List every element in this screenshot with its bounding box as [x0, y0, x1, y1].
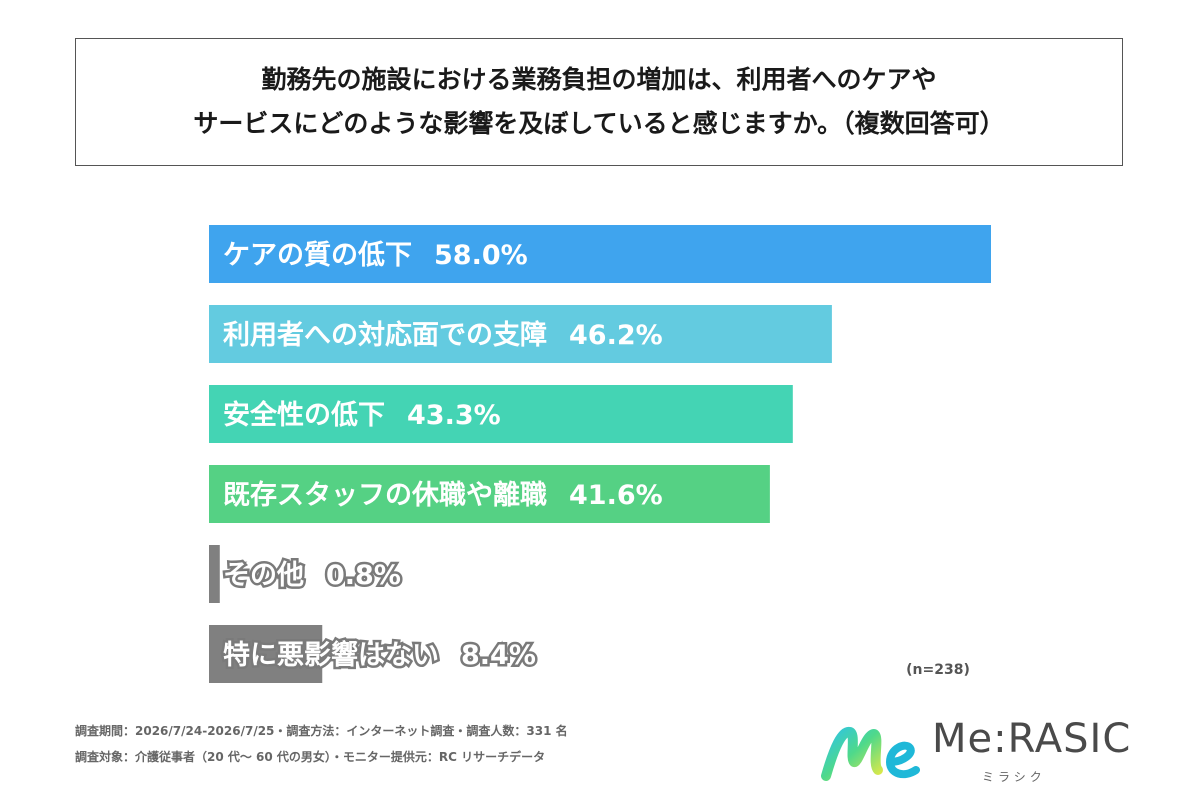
merasic-logo-icon	[821, 727, 920, 781]
bar-4	[209, 465, 770, 523]
title-box: 勤務先の施設における業務負担の増加は、利用者へのケアや サービスにどのような影響…	[75, 38, 1123, 166]
footnote-survey-target: 調査対象：介護従事者（20 代〜 60 代の男女）・モニター提供元：RC リサー…	[75, 750, 546, 764]
bar-value-1: 58.0%	[434, 240, 528, 271]
logo-name: Me:RASIC	[932, 716, 1132, 762]
bar-category-5: その他	[223, 560, 304, 591]
sample-size-note: (n=238)	[906, 662, 970, 678]
bar-value-6: 8.4%	[461, 640, 536, 671]
title-line-2: サービスにどのような影響を及ぼしていると感じますか。（複数回答可）	[193, 109, 1005, 138]
bar-label-5: その他 0.8%	[223, 560, 401, 591]
bar-category-6: 特に悪影響はない	[223, 639, 439, 671]
bar-3	[209, 385, 793, 443]
bar-category-2: 利用者への対応面での支障	[223, 319, 547, 351]
bar-5	[209, 545, 220, 603]
bar-label-3: 安全性の低下 43.3%	[223, 399, 501, 431]
title-line-1: 勤務先の施設における業務負担の増加は、利用者へのケアや	[261, 65, 937, 94]
bar-value-5: 0.8%	[326, 560, 401, 591]
bar-category-3: 安全性の低下	[223, 399, 385, 431]
bar-category-4: 既存スタッフの休職や離職	[223, 479, 547, 511]
bar-label-4: 既存スタッフの休職や離職 41.6%	[223, 479, 663, 511]
bar-label-1: ケアの質の低下 58.0%	[223, 240, 528, 271]
bar-value-3: 43.3%	[407, 400, 501, 431]
bar-value-2: 46.2%	[569, 320, 663, 351]
bar-1	[209, 225, 991, 283]
bar-value-4: 41.6%	[569, 480, 663, 511]
logo-subtitle: ミラシク	[982, 770, 1046, 784]
footnote-survey-period: 調査期間：2026/7/24-2026/7/25・調査方法：インターネット調査・…	[75, 724, 568, 738]
bar-2	[209, 305, 832, 363]
bar-category-1: ケアの質の低下	[223, 240, 412, 271]
bar-6	[209, 625, 323, 683]
bar-label-2: 利用者への対応面での支障 46.2%	[223, 319, 663, 351]
bar-label-6: 特に悪影響はない 8.4%	[223, 639, 536, 671]
